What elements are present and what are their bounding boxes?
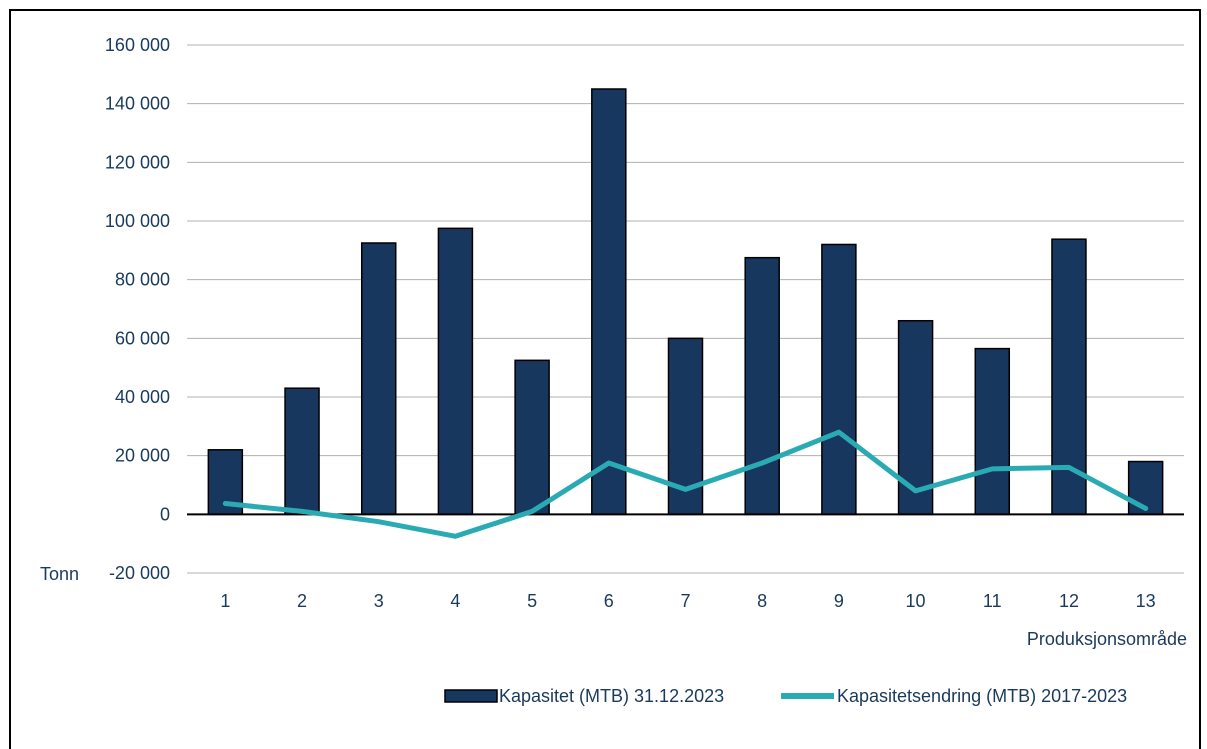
bar-5	[515, 360, 549, 514]
bar-3	[362, 243, 396, 514]
bar-4	[438, 228, 472, 514]
y-tick-label: 0	[160, 504, 170, 524]
x-tick-label: 2	[297, 591, 307, 611]
x-axis-title: Produksjonsområde	[1027, 629, 1187, 649]
x-tick-label: 9	[834, 591, 844, 611]
y-tick-label: 120 000	[105, 152, 170, 172]
bar-11	[975, 349, 1009, 515]
legend-swatch-bar	[445, 690, 497, 702]
y-tick-label: 20 000	[115, 446, 170, 466]
bar-2	[285, 388, 319, 514]
x-tick-label: 1	[220, 591, 230, 611]
x-tick-label: 13	[1136, 591, 1156, 611]
x-tick-label: 6	[604, 591, 614, 611]
x-tick-label: 3	[374, 591, 384, 611]
y-tick-label: 140 000	[105, 94, 170, 114]
bar-8	[745, 258, 779, 515]
bar-series	[208, 89, 1162, 514]
x-tick-label: 4	[450, 591, 460, 611]
x-tick-label: 7	[680, 591, 690, 611]
y-tick-label: 160 000	[105, 35, 170, 55]
bar-6	[592, 89, 626, 514]
bar-9	[822, 244, 856, 514]
x-tick-label: 11	[983, 591, 1002, 611]
x-tick-label: 12	[1059, 591, 1079, 611]
legend-label-bar: Kapasitet (MTB) 31.12.2023	[499, 686, 724, 706]
legend-label-line: Kapasitetsendring (MTB) 2017-2023	[837, 686, 1127, 706]
y-tick-label: 60 000	[115, 328, 170, 348]
x-tick-label: 8	[757, 591, 767, 611]
y-tick-label: 40 000	[115, 387, 170, 407]
y-tick-labels: -20 000 0 20 000 40 000 60 000 80 000 100 000 1…	[105, 35, 170, 583]
y-tick-label: 80 000	[115, 270, 170, 290]
x-tick-label: 10	[906, 591, 926, 611]
y-axis-title: Tonn	[40, 564, 79, 584]
y-tick-label: -20 000	[109, 563, 170, 583]
x-tick-label: 5	[527, 591, 537, 611]
y-tick-label: 100 000	[105, 211, 170, 231]
legend: Kapasitet (MTB) 31.12.2023 Kapasitetsend…	[445, 686, 1127, 706]
